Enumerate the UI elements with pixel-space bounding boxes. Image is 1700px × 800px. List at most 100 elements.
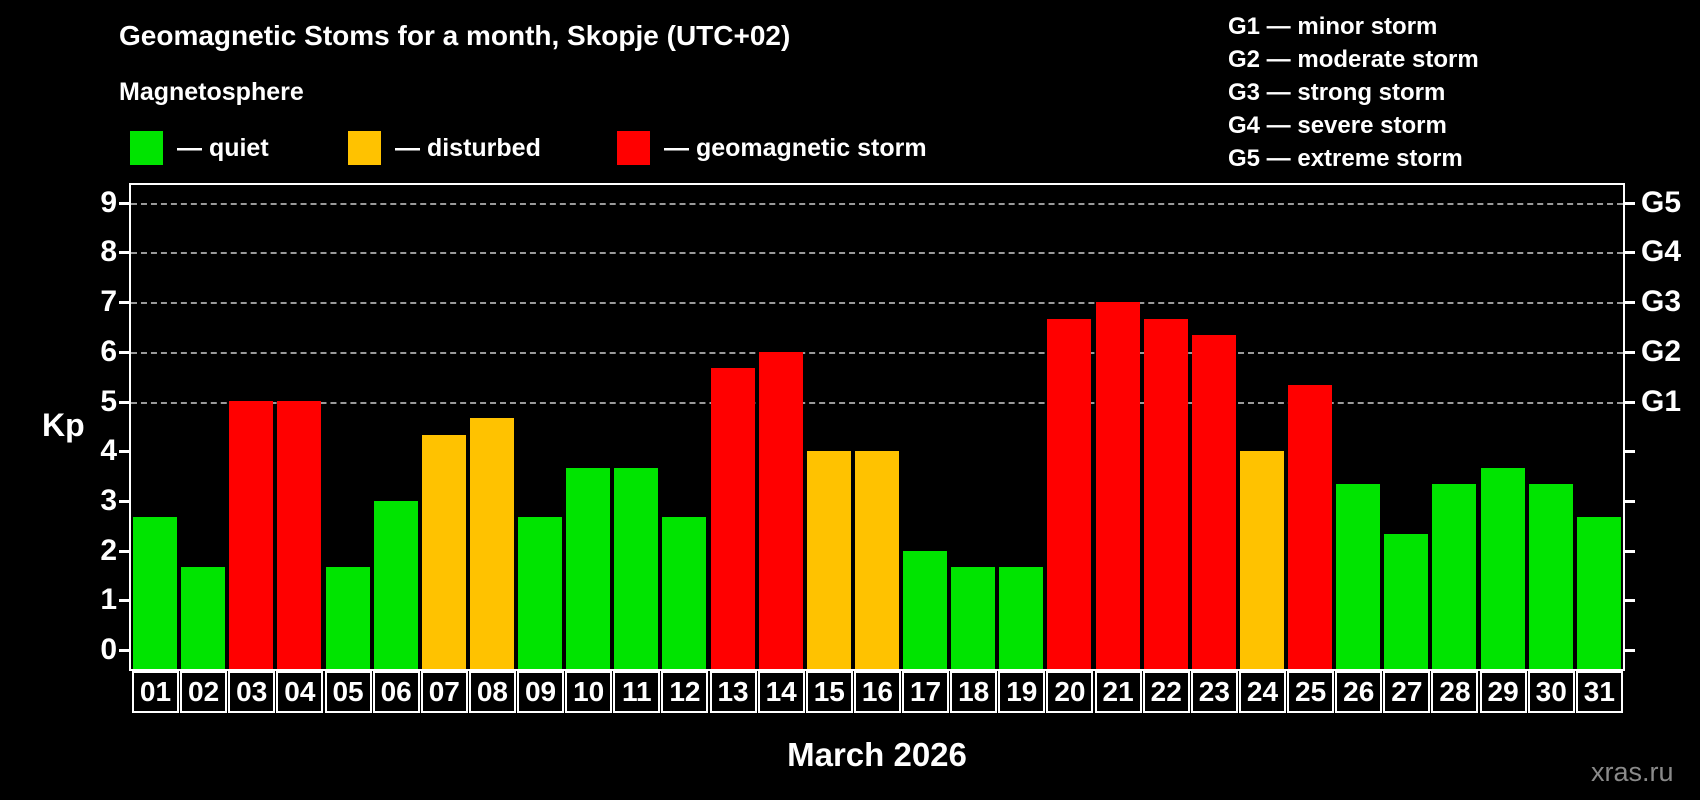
kp-tick-left-2 xyxy=(119,549,131,553)
g-axis-label-g2: G2 xyxy=(1641,334,1682,368)
kp-tick-right-0 xyxy=(1623,649,1635,652)
storm-swatch xyxy=(617,131,650,165)
g-axis-label-g1: G1 xyxy=(1641,384,1682,418)
bar-day-27 xyxy=(1384,534,1429,669)
kp-tick-label-1: 1 xyxy=(100,583,117,617)
bar-day-18 xyxy=(951,567,996,669)
bar-day-22 xyxy=(1143,319,1188,669)
day-label-20: 20 xyxy=(1046,671,1094,713)
gridline-g5 xyxy=(131,202,1623,205)
day-label-03: 03 xyxy=(228,671,276,713)
kp-tick-left-8 xyxy=(119,251,131,255)
quiet-swatch xyxy=(130,131,163,165)
bar-day-12 xyxy=(662,517,707,669)
bar-day-17 xyxy=(903,551,948,669)
legend-label-quiet: — quiet xyxy=(177,134,269,162)
bar-day-13 xyxy=(710,368,755,669)
bar-day-08 xyxy=(469,418,514,669)
kp-tick-right-8 xyxy=(1623,251,1635,255)
disturbed-swatch xyxy=(348,131,381,165)
g-scale-legend: G1 — minor storm G2 — moderate storm G3 — … xyxy=(1228,10,1479,175)
bar-day-16 xyxy=(854,451,899,669)
legend-item-disturbed: — disturbed xyxy=(348,131,541,167)
kp-tick-right-3 xyxy=(1623,499,1635,503)
kp-tick-right-2 xyxy=(1623,549,1635,553)
kp-tick-label-6: 6 xyxy=(100,334,117,368)
magnetosphere-label: Magnetosphere xyxy=(119,78,304,106)
bar-day-29 xyxy=(1480,468,1525,669)
bar-day-24 xyxy=(1239,451,1284,669)
bar-day-31 xyxy=(1576,517,1621,669)
x-axis-title: March 2026 xyxy=(787,736,967,773)
day-label-26: 26 xyxy=(1335,671,1383,713)
bar-day-10 xyxy=(566,468,611,669)
day-label-24: 24 xyxy=(1238,671,1286,713)
kp-tick-left-6 xyxy=(119,350,131,354)
kp-tick-label-7: 7 xyxy=(100,285,117,319)
day-label-30: 30 xyxy=(1527,671,1575,713)
bar-day-14 xyxy=(758,352,803,669)
kp-tick-label-5: 5 xyxy=(100,384,117,418)
gridline-g3 xyxy=(131,302,1623,305)
g-legend-line-g5: G5 — extreme storm xyxy=(1228,145,1463,172)
bar-day-15 xyxy=(806,451,851,669)
day-label-13: 13 xyxy=(709,671,757,713)
g-legend-line-g1: G1 — minor storm xyxy=(1228,13,1438,40)
bar-day-21 xyxy=(1095,302,1140,669)
day-label-28: 28 xyxy=(1431,671,1479,713)
gridline-g2 xyxy=(131,351,1623,354)
day-label-04: 04 xyxy=(276,671,324,713)
kp-tick-left-4 xyxy=(119,450,131,454)
day-label-25: 25 xyxy=(1287,671,1335,713)
day-label-18: 18 xyxy=(950,671,998,713)
kp-tick-left-0 xyxy=(119,649,131,652)
kp-tick-label-0: 0 xyxy=(100,633,117,666)
kp-tick-label-8: 8 xyxy=(100,235,117,269)
day-label-07: 07 xyxy=(420,671,468,713)
kp-tick-left-3 xyxy=(119,499,131,503)
day-label-16: 16 xyxy=(853,671,901,713)
bar-day-07 xyxy=(421,435,466,669)
legend-item-storm: — geomagnetic storm xyxy=(617,131,927,167)
y-axis-title: Kp xyxy=(42,407,85,443)
legend-item-quiet: — quiet xyxy=(130,131,269,167)
kp-tick-left-1 xyxy=(119,599,131,603)
day-label-08: 08 xyxy=(468,671,516,713)
g-legend-line-g4: G4 — severe storm xyxy=(1228,112,1447,139)
g-legend-line-g3: G3 — strong storm xyxy=(1228,79,1446,106)
bar-day-06 xyxy=(373,501,418,669)
g-axis-label-g5: G5 xyxy=(1641,185,1682,219)
kp-tick-right-1 xyxy=(1623,599,1635,603)
kp-tick-right-5 xyxy=(1623,400,1635,404)
watermark: xras.ru xyxy=(1591,757,1674,787)
plot-area xyxy=(131,185,1623,669)
day-label-10: 10 xyxy=(565,671,613,713)
bar-day-04 xyxy=(277,401,322,669)
day-label-06: 06 xyxy=(372,671,420,713)
chart-title: Geomagnetic Stoms for a month, Skopje (U… xyxy=(119,20,791,51)
day-label-15: 15 xyxy=(805,671,853,713)
kp-tick-label-9: 9 xyxy=(100,185,117,219)
kp-tick-right-9 xyxy=(1623,201,1635,205)
day-label-22: 22 xyxy=(1142,671,1190,713)
bar-day-01 xyxy=(133,517,177,669)
bar-day-28 xyxy=(1432,484,1477,669)
kp-tick-right-6 xyxy=(1623,350,1635,354)
g-axis-label-g4: G4 xyxy=(1641,235,1682,269)
bar-day-26 xyxy=(1336,484,1381,669)
day-label-31: 31 xyxy=(1575,671,1623,713)
day-label-19: 19 xyxy=(998,671,1046,713)
gridline-g4 xyxy=(131,252,1623,255)
day-label-27: 27 xyxy=(1383,671,1431,713)
bar-day-11 xyxy=(614,468,659,669)
kp-tick-right-7 xyxy=(1623,301,1635,305)
bar-day-20 xyxy=(1047,319,1092,669)
g-axis-label-g3: G3 xyxy=(1641,285,1682,319)
kp-tick-label-3: 3 xyxy=(100,483,117,517)
day-label-12: 12 xyxy=(661,671,709,713)
legend-label-disturbed: — disturbed xyxy=(395,134,541,162)
bar-day-05 xyxy=(325,567,370,669)
day-label-21: 21 xyxy=(1094,671,1142,713)
kp-tick-right-4 xyxy=(1623,450,1635,454)
